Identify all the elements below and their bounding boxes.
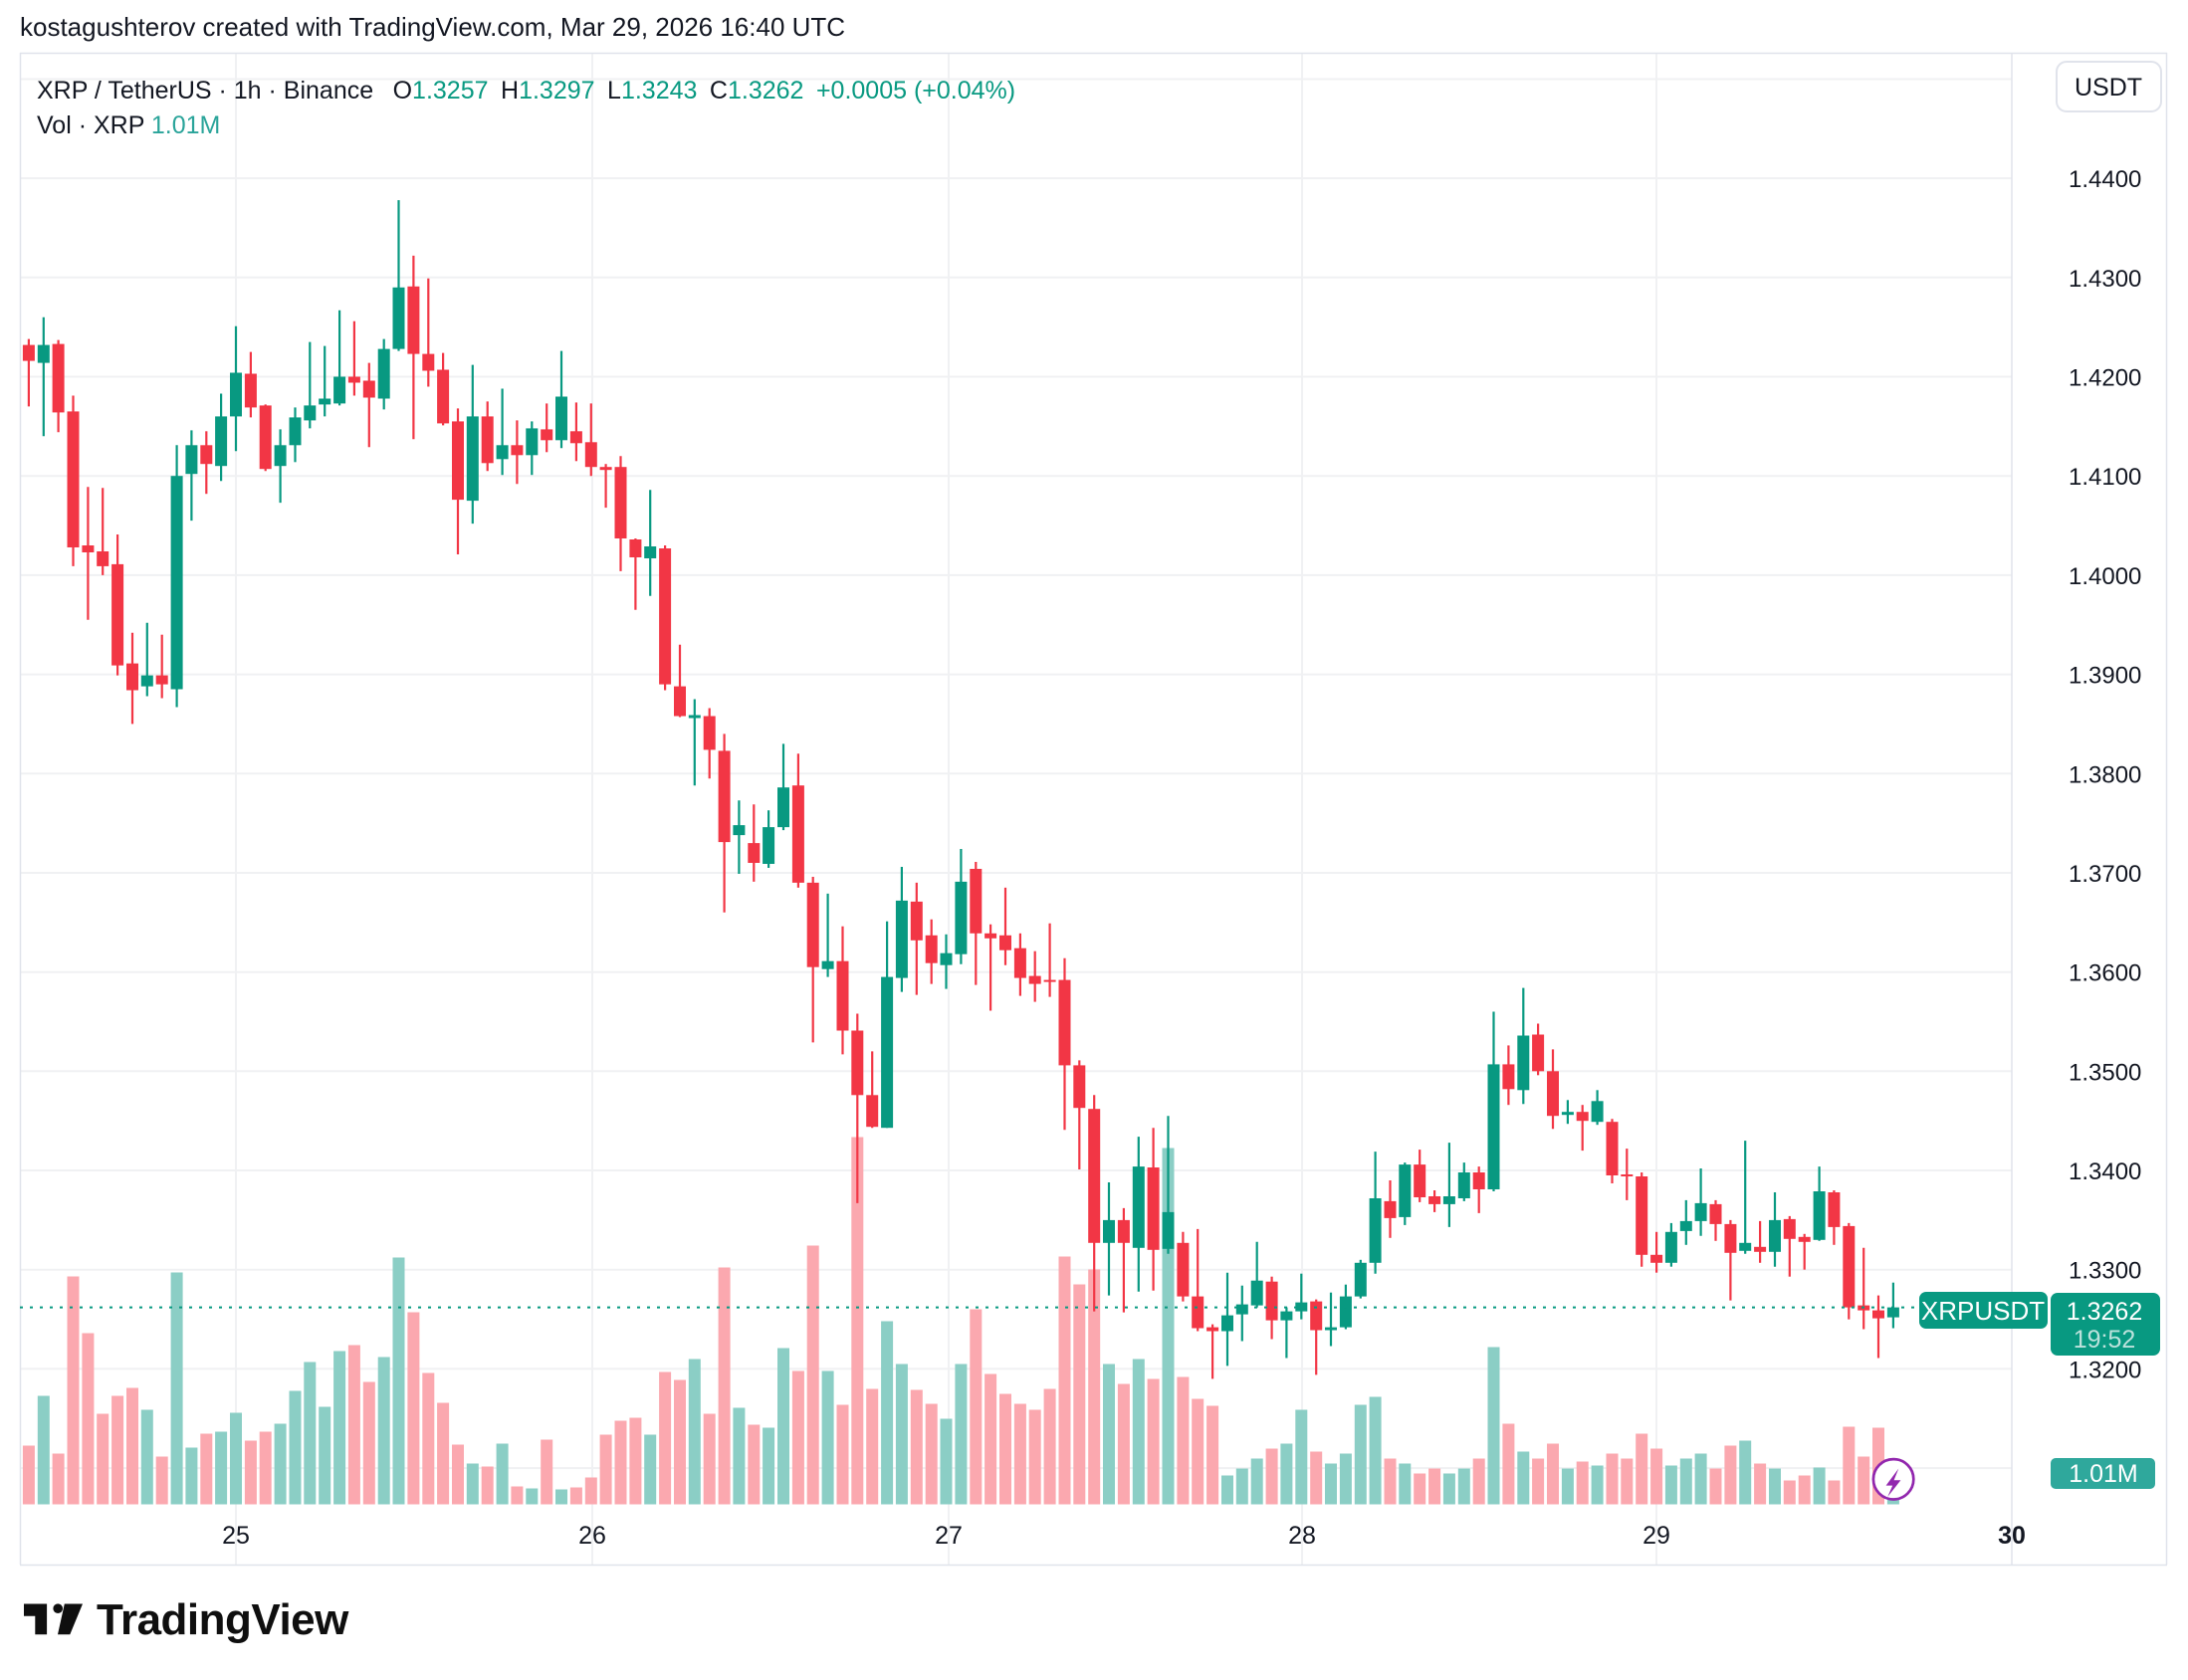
svg-text:1.3600: 1.3600 <box>2069 960 2141 987</box>
svg-text:TradingView: TradingView <box>97 1595 349 1644</box>
svg-text:1.4400: 1.4400 <box>2069 166 2141 193</box>
svg-text:1.3400: 1.3400 <box>2069 1158 2141 1185</box>
svg-text:1.4200: 1.4200 <box>2069 365 2141 392</box>
svg-text:19:52: 19:52 <box>2074 1326 2136 1354</box>
svg-text:25: 25 <box>222 1522 250 1550</box>
svg-text:XRPUSDT: XRPUSDT <box>1921 1296 2045 1326</box>
svg-text:1.3300: 1.3300 <box>2069 1258 2141 1285</box>
svg-text:1.3200: 1.3200 <box>2069 1357 2141 1383</box>
svg-text:1.3700: 1.3700 <box>2069 861 2141 888</box>
svg-text:1.4000: 1.4000 <box>2069 563 2141 590</box>
svg-text:1.01M: 1.01M <box>2069 1460 2137 1488</box>
svg-text:Vol · XRP 1.01M: Vol · XRP 1.01M <box>37 111 220 139</box>
svg-text:1.4100: 1.4100 <box>2069 464 2141 491</box>
svg-text:1.3800: 1.3800 <box>2069 761 2141 788</box>
svg-text:kostagushterov created with Tr: kostagushterov created with TradingView.… <box>20 12 845 42</box>
svg-text:1.3900: 1.3900 <box>2069 663 2141 690</box>
svg-text:USDT: USDT <box>2075 74 2142 102</box>
svg-text:26: 26 <box>578 1522 606 1550</box>
svg-text:1.3500: 1.3500 <box>2069 1059 2141 1086</box>
svg-text:1.4300: 1.4300 <box>2069 266 2141 293</box>
svg-text:30: 30 <box>1998 1522 2026 1550</box>
svg-text:29: 29 <box>1642 1522 1670 1550</box>
svg-text:1.3262: 1.3262 <box>2067 1298 2142 1326</box>
svg-text:XRP / TetherUS · 1h · Binance: XRP / TetherUS · 1h · Binance O1.3257 H1… <box>37 77 1015 105</box>
svg-text:27: 27 <box>935 1522 963 1550</box>
svg-text:28: 28 <box>1288 1522 1316 1550</box>
